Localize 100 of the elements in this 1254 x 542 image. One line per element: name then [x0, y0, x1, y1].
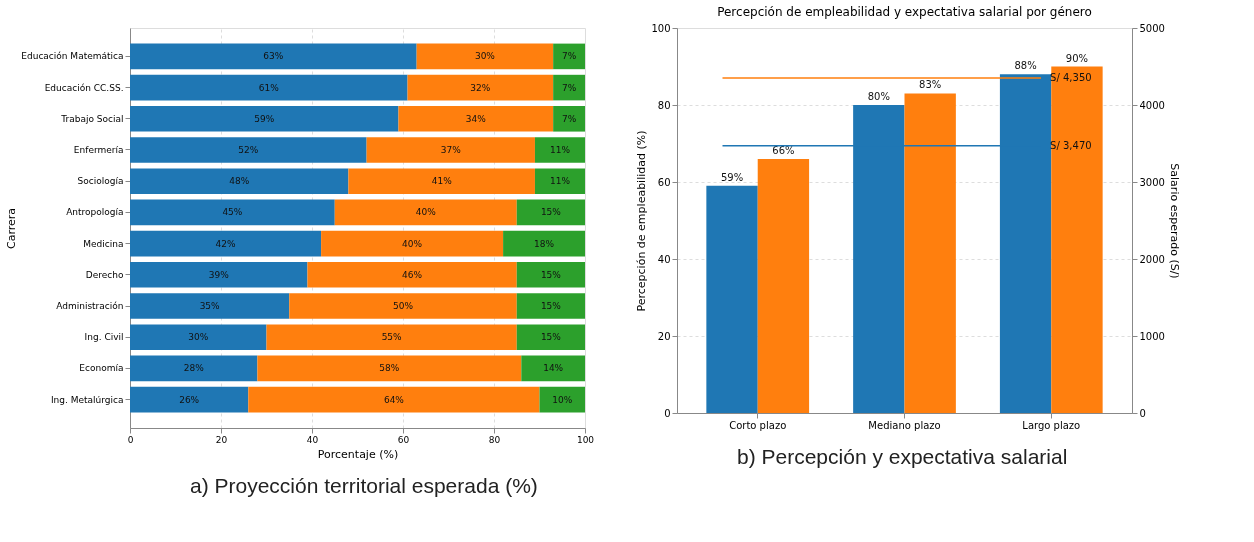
- data-label: 41%: [431, 176, 453, 187]
- x-tick-label: Largo plazo: [1022, 419, 1081, 431]
- bar: [416, 43, 554, 70]
- y-tick-label: Derecho: [85, 269, 124, 280]
- data-label: 7%: [561, 113, 577, 124]
- bar: [534, 168, 585, 194]
- data-label: 42%: [215, 238, 236, 249]
- y2-tick-label: 5000: [1139, 22, 1165, 34]
- bar: [130, 386, 249, 413]
- bar: [553, 106, 585, 132]
- x-tick-label: 100: [576, 434, 595, 445]
- data-label: 37%: [440, 145, 462, 155]
- data-label: 15%: [540, 269, 562, 280]
- data-label: 52%: [238, 145, 259, 155]
- data-label: 55%: [381, 332, 403, 343]
- data-label: 11%: [549, 145, 571, 155]
- y-tick-label: Antropología: [66, 207, 124, 218]
- bar: [553, 43, 585, 70]
- bar: [553, 74, 585, 101]
- y-tick-label: 100: [651, 22, 671, 34]
- bar: [334, 199, 517, 226]
- data-label: 15%: [540, 332, 562, 343]
- data-label: 58%: [379, 363, 400, 374]
- data-label: 15%: [540, 207, 562, 218]
- y-tick-label: 20: [657, 330, 671, 342]
- y2-axis-title: Salario esperado (S/): [1167, 163, 1181, 279]
- y-tick-label: Ing. Metalúrgica: [50, 394, 124, 405]
- x-axis-title: Porcentaje (%): [317, 447, 399, 461]
- bar: [130, 43, 417, 70]
- data-label: 39%: [208, 269, 230, 280]
- bar: [534, 137, 585, 163]
- data-label: 88%: [1014, 60, 1037, 72]
- y-tick-label: 60: [657, 176, 671, 188]
- bar: [307, 262, 517, 288]
- data-label: 7%: [561, 51, 577, 62]
- bar: [130, 262, 308, 288]
- bar: [130, 168, 349, 194]
- y-tick-label: Educación CC.SS.: [44, 82, 124, 93]
- bar: [130, 199, 335, 226]
- y-tick-label: 80: [657, 99, 671, 111]
- data-label: 64%: [383, 394, 405, 405]
- y-tick-label: Enfermería: [73, 145, 124, 155]
- bar: [521, 355, 585, 382]
- y-tick-label: Administración: [56, 301, 124, 311]
- bar: [130, 137, 367, 163]
- data-label: 30%: [474, 51, 496, 62]
- data-label: 40%: [415, 207, 437, 218]
- bar: [130, 355, 258, 382]
- x-tick-label: 80: [488, 434, 501, 445]
- data-label: 80%: [867, 91, 890, 102]
- y2-tick-label: 4000: [1139, 99, 1165, 111]
- data-label: 48%: [229, 176, 250, 187]
- bar: [130, 230, 322, 257]
- y-tick-label: Economía: [79, 363, 124, 374]
- y-axis-title: Percepción de empleabilidad (%): [635, 130, 649, 312]
- x-tick-label: Corto plazo: [729, 419, 787, 431]
- bar: [348, 168, 535, 194]
- data-label: 32%: [470, 82, 491, 93]
- chart-title: Percepción de empleabilidad y expectativa salarial por género: [717, 5, 1092, 19]
- bar: [516, 262, 585, 288]
- data-label: 59%: [720, 171, 744, 183]
- y-tick-label: Sociología: [77, 176, 124, 187]
- bar: [257, 355, 522, 382]
- y-tick-label: 0: [664, 407, 671, 419]
- y-axis-title: Carrera: [5, 207, 19, 250]
- data-label: 14%: [543, 363, 564, 374]
- data-label: 46%: [402, 269, 423, 280]
- bar: [321, 230, 504, 257]
- x-tick-label: 40: [306, 434, 319, 445]
- bar: [516, 199, 585, 226]
- bar: [130, 74, 408, 101]
- text: b) Percepción y expectativa salarial: [737, 445, 1068, 468]
- bar: [516, 324, 585, 350]
- y2-tick-label: 1000: [1139, 330, 1165, 342]
- data-label: 50%: [392, 301, 414, 311]
- bar: [398, 106, 554, 132]
- bar: [503, 230, 585, 257]
- y-tick-label: Medicina: [83, 238, 124, 249]
- data-label: 28%: [183, 363, 205, 374]
- data-label: 26%: [179, 394, 200, 405]
- data-label: 34%: [465, 113, 487, 124]
- data-label: 30%: [188, 332, 209, 343]
- bar: [757, 158, 810, 413]
- y2-tick-label: 0: [1139, 407, 1146, 419]
- data-label: 83%: [919, 79, 942, 91]
- data-label: 90%: [1065, 52, 1089, 64]
- y2-tick-label: 2000: [1139, 253, 1165, 265]
- x-tick-label: 20: [215, 434, 228, 445]
- bar: [516, 293, 585, 319]
- x-tick-label: 60: [397, 434, 410, 445]
- data-label: 10%: [552, 394, 573, 405]
- data-label: 61%: [258, 82, 280, 93]
- bar: [706, 185, 758, 413]
- bar: [366, 137, 535, 163]
- bar: [248, 386, 540, 413]
- y-tick-label: Ing. Civil: [84, 332, 124, 343]
- data-label: 18%: [534, 238, 555, 249]
- data-label: 35%: [199, 301, 221, 311]
- x-tick-label: 0: [127, 434, 134, 445]
- data-label: 40%: [402, 238, 423, 249]
